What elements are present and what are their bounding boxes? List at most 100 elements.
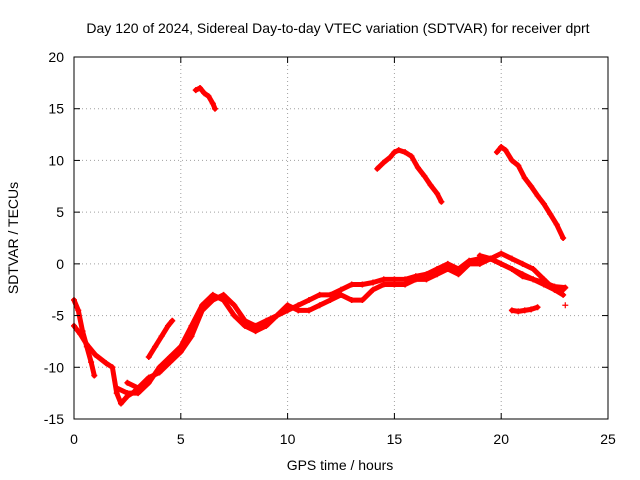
data-point [156,369,163,376]
data-point [534,192,541,199]
data-point [152,343,159,350]
y-axis-label: SDTVAR / TECUs [5,182,21,294]
data-point [493,149,500,156]
data-point [220,291,227,298]
data-point [508,307,515,314]
data-point [402,276,409,283]
data-point [263,322,270,329]
data-point [402,281,409,288]
data-point [135,390,142,397]
series-track [114,256,566,396]
data-point [412,276,419,283]
data-point [327,291,334,298]
data-point [263,317,270,324]
data-point [209,291,216,298]
x-tick-label: 20 [493,431,509,447]
data-point [167,359,174,366]
data-point [515,162,522,169]
data-point [199,307,206,314]
data-point [528,183,535,190]
data-point [547,211,554,218]
data-point [273,312,280,319]
data-point [169,317,176,324]
data-point [530,276,537,283]
data-point [359,297,366,304]
grid [74,57,608,419]
series-arc-rise-2 [124,250,567,391]
data-point [197,85,204,92]
data-point [91,372,98,379]
series-arc-late-low [508,304,541,315]
data-point [423,276,430,283]
series-arc-high-1 [192,85,218,112]
data-point [92,351,99,358]
data-point [421,172,428,179]
y-tick-label: -15 [44,411,64,427]
data-point [374,165,381,172]
data-point [540,279,547,286]
data-point [145,374,152,381]
data-point [124,390,131,397]
data-point [158,333,165,340]
data-point [476,252,483,259]
data-point [327,297,334,304]
data-point [444,266,451,273]
outlier-point [562,302,569,309]
data-point [192,87,199,94]
data-point [395,147,402,154]
data-point [201,90,208,97]
x-tick-label: 25 [600,431,616,447]
data-point [338,286,344,293]
series-track [374,147,444,205]
data-point [466,260,473,267]
data-point [252,322,259,329]
data-point [211,105,218,112]
data-point [295,307,302,314]
data-point [560,291,567,298]
data-point [164,322,171,329]
data-point [455,271,462,278]
data-point [188,333,195,340]
x-tick-label: 0 [70,431,78,447]
data-point [498,260,505,267]
data-point [508,266,515,273]
series-arc-rise-1 [113,255,567,397]
chart-title: Day 120 of 2024, Sidereal Day-to-day VTE… [86,20,589,36]
series-layer [71,85,569,407]
data-point [423,271,430,278]
data-point [117,400,124,407]
y-tick-label: 15 [48,101,64,117]
data-point [284,302,291,309]
x-tick-label: 5 [177,431,185,447]
data-point [540,200,547,207]
data-point [434,190,441,197]
data-point [391,149,398,156]
data-point [348,297,355,304]
data-point [75,307,82,314]
ticks: 0 5 10 15 20 25 -15 -10 -5 0 5 10 15 20 [44,49,616,447]
data-point [231,302,238,309]
data-point [515,308,522,315]
series-arc-mid-bump [145,317,176,360]
data-point [370,279,377,286]
data-point [231,312,238,319]
data-point [408,153,415,160]
data-point [380,159,387,166]
y-tick-label: 20 [48,49,64,65]
data-point [109,364,116,371]
x-axis-label: GPS time / hours [287,457,394,473]
series-arc-high-2 [374,147,445,205]
data-point [553,221,560,228]
data-point [551,283,558,290]
data-point [476,260,483,267]
data-point [305,297,312,304]
data-point [380,281,387,288]
data-point [414,164,421,171]
data-point [560,235,567,241]
data-point [113,384,120,391]
data-point [380,276,387,283]
y-tick-label: -10 [44,359,64,375]
data-point [528,306,535,313]
